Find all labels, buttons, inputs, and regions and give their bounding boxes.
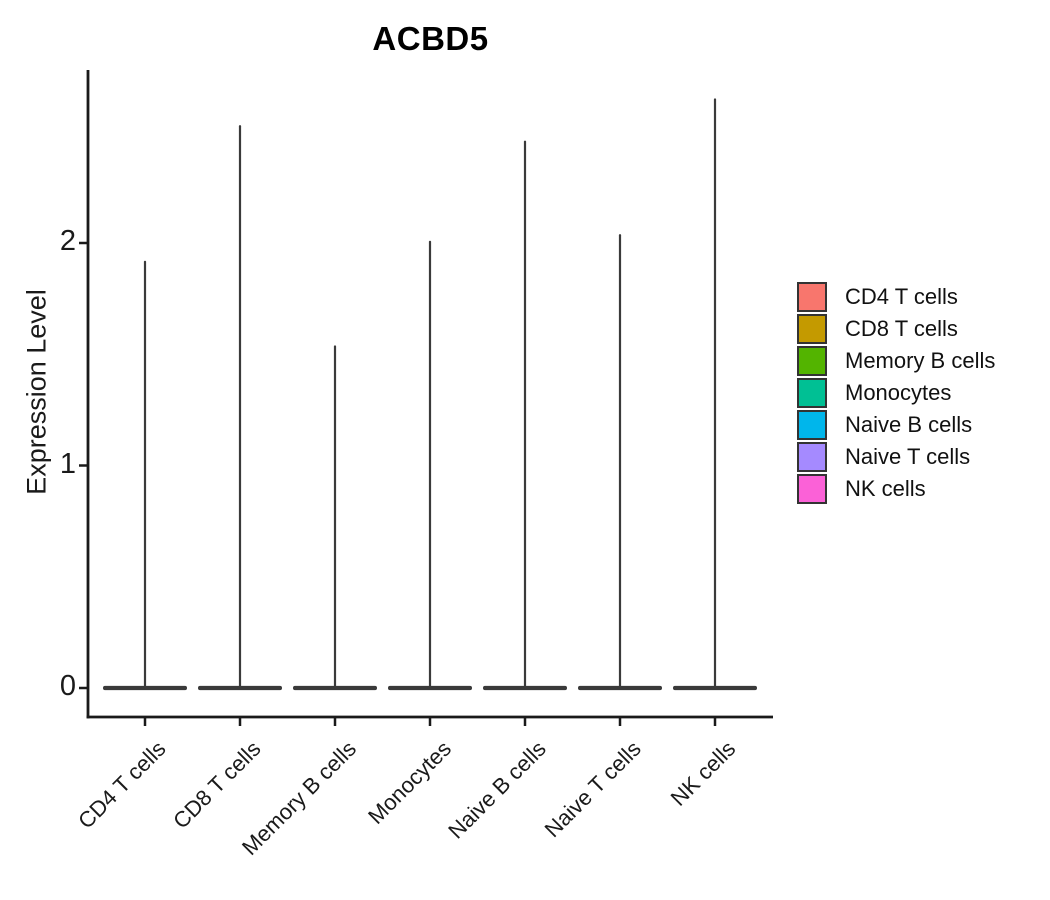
legend-label: Naive B cells: [845, 412, 973, 437]
legend-item-CD8 T cells: CD8 T cells: [797, 314, 995, 344]
legend-label: CD8 T cells: [845, 316, 958, 341]
legend-item-Monocytes: Monocytes: [797, 378, 995, 408]
legend-swatch-icon: [797, 410, 827, 440]
legend-label: NK cells: [845, 476, 926, 501]
violin-base-Monocytes: [388, 685, 472, 691]
violin-spike-CD4 T cells: [143, 260, 147, 688]
violin-spike-Memory B cells: [333, 345, 337, 688]
violin-base-NK cells: [673, 685, 757, 691]
legend-label: Naive T cells: [845, 444, 971, 469]
legend-item-CD4 T cells: CD4 T cells: [797, 282, 995, 312]
legend-label: Monocytes: [845, 380, 952, 405]
legend-swatch-icon: [797, 474, 827, 504]
legend: CD4 T cells CD8 T cells Memory B cells Mono…: [797, 282, 995, 506]
y-tick-label-0: 0: [59, 670, 76, 703]
legend-swatch-icon: [797, 378, 827, 408]
violin-spike-CD8 T cells: [238, 125, 242, 688]
violin-spike-Naive T cells: [618, 234, 622, 688]
violin-base-Naive B cells: [483, 685, 567, 691]
y-tick-label-1: 1: [59, 447, 76, 480]
violin-spike-Monocytes: [428, 240, 432, 688]
legend-swatch-icon: [797, 282, 827, 312]
legend-swatch-icon: [797, 346, 827, 376]
legend-swatch-icon: [797, 442, 827, 472]
legend-item-Naive T cells: Naive T cells: [797, 442, 995, 472]
violin-base-Naive T cells: [578, 685, 662, 691]
legend-item-Memory B cells: Memory B cells: [797, 346, 995, 376]
y-tick-label-2: 2: [59, 225, 76, 258]
violin-spike-NK cells: [713, 98, 717, 688]
legend-item-NK cells: NK cells: [797, 474, 995, 504]
legend-swatch-icon: [797, 314, 827, 344]
violin-spike-Naive B cells: [523, 140, 527, 688]
chart-title: ACBD5: [372, 20, 489, 57]
violin-base-CD8 T cells: [198, 685, 282, 691]
legend-label: Memory B cells: [845, 348, 996, 373]
legend-label: CD4 T cells: [845, 284, 958, 309]
legend-item-Naive B cells: Naive B cells: [797, 410, 995, 440]
violin-base-Memory B cells: [293, 685, 377, 691]
violin-base-CD4 T cells: [103, 685, 187, 691]
